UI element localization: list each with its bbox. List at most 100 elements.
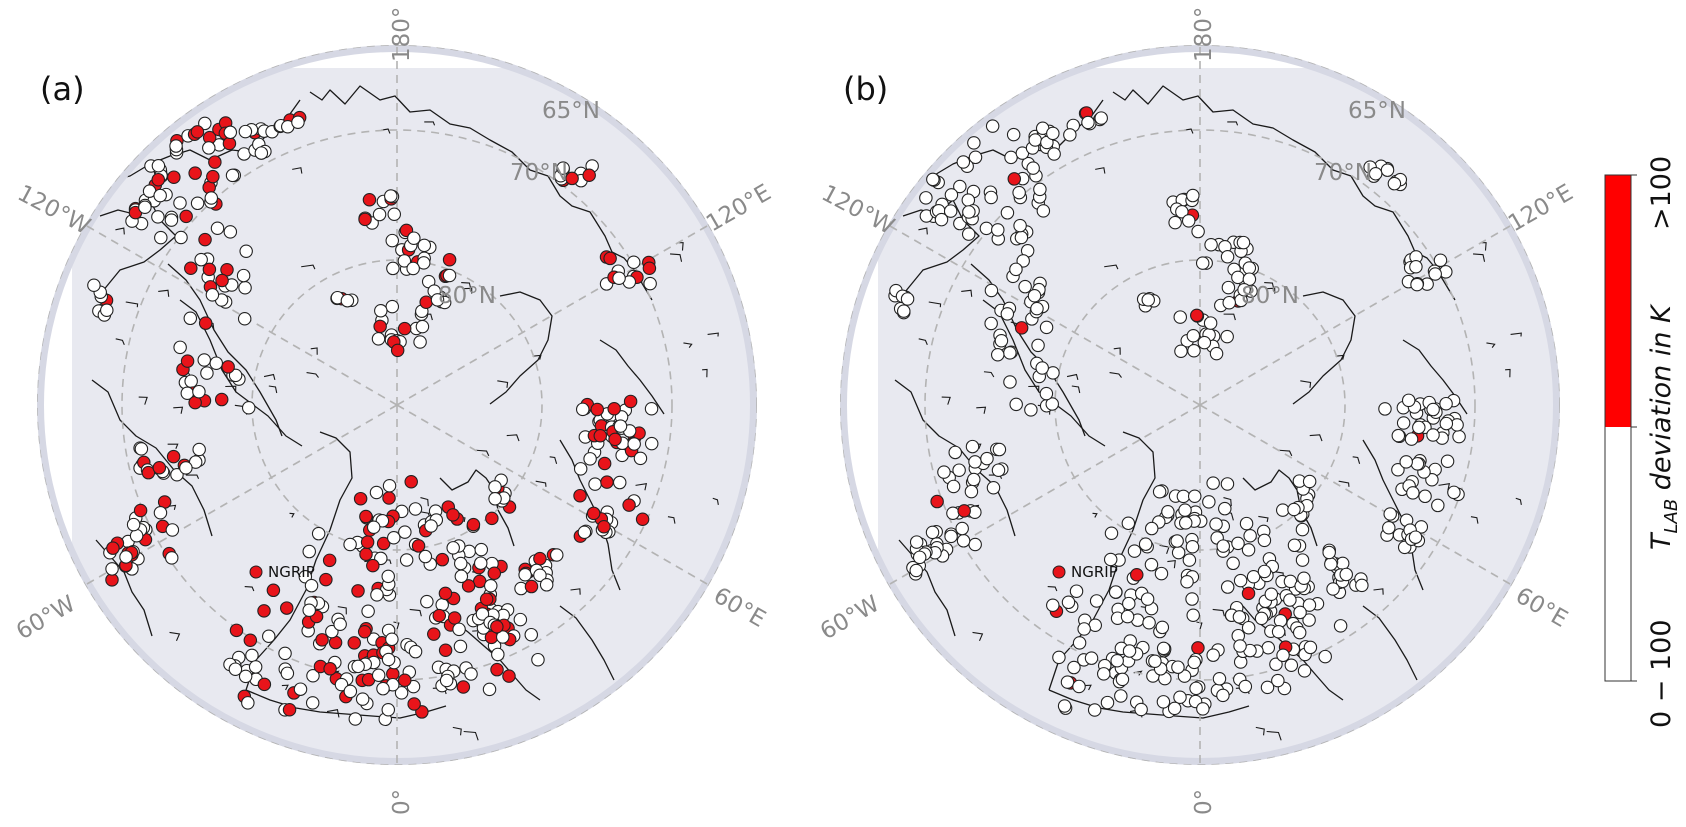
island-outline — [712, 497, 719, 505]
station-marker-red — [623, 394, 638, 409]
island-outline — [1265, 287, 1276, 294]
station-marker-white — [138, 200, 152, 215]
station-marker-white — [1186, 328, 1201, 343]
station-marker-red — [382, 491, 396, 505]
island-outline — [570, 588, 581, 595]
station-marker-white — [209, 356, 224, 370]
station-marker-white — [1231, 270, 1245, 285]
station-marker-red — [1014, 321, 1029, 335]
station-marker-white — [210, 221, 225, 235]
station-marker-red — [930, 494, 944, 509]
station-marker-white — [1426, 428, 1440, 442]
station-marker-white — [1045, 397, 1060, 411]
island-outline — [306, 372, 319, 378]
station-marker-white — [1203, 316, 1218, 330]
island-outline — [1264, 282, 1275, 289]
station-marker-white — [1057, 699, 1072, 713]
station-marker-white — [418, 549, 433, 564]
station-marker-white — [1212, 672, 1227, 686]
station-marker-white — [293, 682, 308, 696]
island-outline — [918, 227, 928, 235]
panel-label-a: (a) — [40, 70, 85, 108]
station-marker-red — [600, 475, 614, 489]
station-marker-white — [900, 292, 915, 306]
station-marker-white — [946, 479, 961, 494]
station-marker-white — [1404, 432, 1419, 446]
station-marker-white — [612, 271, 626, 285]
station-marker-white — [194, 252, 208, 267]
station-marker-white — [1410, 277, 1424, 292]
station-marker-white — [361, 604, 375, 618]
station-marker-white — [334, 677, 349, 692]
colorbar-title: TLAB deviation in K — [1646, 303, 1682, 550]
coastline — [99, 199, 177, 293]
lon-label-0: 0° — [1191, 789, 1217, 815]
station-marker-white — [311, 526, 326, 541]
station-marker-white — [1355, 578, 1369, 593]
station-marker-white — [1276, 648, 1290, 663]
station-marker-red — [1190, 308, 1204, 323]
station-marker-white — [197, 353, 211, 367]
station-marker-white — [228, 662, 243, 676]
station-marker-white — [1181, 214, 1196, 228]
station-marker-red — [184, 261, 198, 276]
station-marker-white — [956, 155, 971, 169]
station-marker-white — [1409, 260, 1423, 274]
station-marker-white — [952, 463, 966, 477]
coastline — [167, 263, 283, 437]
island-outline — [337, 606, 347, 615]
station-marker-white — [484, 578, 498, 593]
station-marker-white — [1185, 540, 1200, 554]
station-marker-white — [1046, 598, 1060, 613]
station-marker-white — [1152, 484, 1167, 499]
station-marker-white — [1324, 557, 1338, 571]
station-marker-white — [439, 673, 454, 688]
station-marker-white — [280, 666, 295, 681]
station-marker-white — [1072, 679, 1086, 694]
station-marker-white — [488, 480, 502, 494]
latitude-circle — [924, 129, 1476, 681]
station-marker-red — [397, 673, 412, 687]
station-marker-white — [1115, 672, 1130, 687]
station-marker-white — [134, 442, 149, 456]
station-marker-white — [1339, 567, 1353, 582]
station-marker-white — [955, 521, 969, 536]
station-marker-white — [1401, 393, 1416, 408]
station-marker-white — [154, 230, 168, 245]
station-marker-white — [1391, 428, 1406, 443]
station-marker-white — [1447, 485, 1461, 500]
station-marker-white — [204, 191, 219, 205]
island-outline — [961, 289, 973, 297]
station-marker-white — [626, 255, 641, 270]
station-marker-white — [944, 188, 959, 202]
station-marker-white — [398, 525, 412, 539]
station-marker-white — [1302, 474, 1317, 489]
station-marker-white — [454, 569, 469, 584]
station-marker-white — [1440, 454, 1455, 468]
station-marker-white — [381, 702, 396, 717]
station-marker-red — [397, 321, 412, 336]
station-marker-white — [953, 179, 967, 194]
station-marker-white — [1120, 609, 1135, 624]
station-marker-white — [1431, 498, 1445, 513]
station-marker-white — [1241, 543, 1256, 557]
station-marker-white — [343, 537, 357, 552]
station-marker-white — [1295, 553, 1310, 567]
station-marker-white — [248, 660, 263, 674]
station-marker-white — [225, 168, 240, 183]
station-marker-white — [228, 368, 243, 383]
station-marker-white — [1170, 534, 1184, 548]
station-marker-white — [1216, 688, 1230, 703]
station-marker-white — [1187, 489, 1202, 504]
station-marker-white — [1033, 182, 1047, 197]
station-marker-white — [488, 492, 502, 506]
station-marker-red — [360, 535, 375, 549]
station-marker-white — [1039, 320, 1054, 335]
station-marker-white — [643, 276, 657, 291]
station-marker-white — [198, 116, 212, 131]
station-marker-red — [141, 465, 156, 480]
station-marker-white — [1383, 507, 1397, 521]
station-marker-white — [119, 550, 133, 564]
station-marker-red — [447, 611, 462, 625]
station-marker-white — [1000, 307, 1015, 321]
